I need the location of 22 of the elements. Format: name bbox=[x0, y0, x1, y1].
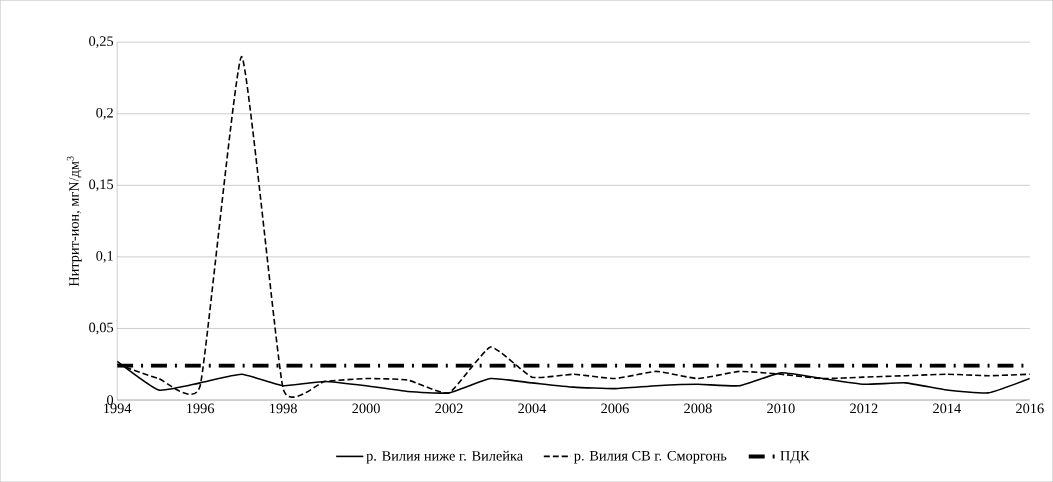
legend-label: ПДК bbox=[780, 450, 810, 464]
y-tick-label: 0 bbox=[107, 395, 114, 405]
x-tick-label: 2012 bbox=[850, 403, 878, 414]
y-tick-label: 0,05 bbox=[89, 322, 114, 335]
x-tick-label: 1996 bbox=[187, 403, 215, 414]
y-tick-label: 0,1 bbox=[96, 250, 113, 263]
x-tick-label: 2010 bbox=[767, 403, 795, 414]
y-tick-label: 0,25 bbox=[89, 36, 114, 48]
x-tick-label: 2000 bbox=[352, 403, 380, 414]
x-tick-label: 2006 bbox=[601, 403, 629, 414]
legend-label: р. Вилия ниже г. Вилейка bbox=[366, 450, 523, 464]
x-tick-label: 2014 bbox=[933, 403, 961, 414]
x-tick-label: 2004 bbox=[518, 403, 547, 414]
x-tick-label: 2008 bbox=[684, 403, 712, 414]
y-tick-label: 0,2 bbox=[96, 107, 113, 120]
x-tick-label: 2016 bbox=[1016, 403, 1044, 414]
x-tick-label: 1994 bbox=[104, 403, 132, 414]
x-tick-label: 1998 bbox=[270, 403, 297, 414]
y-tick-label: 0,15 bbox=[89, 179, 114, 192]
legend-label: р. Вилия СВ г. Сморгонь bbox=[574, 450, 727, 464]
x-tick-label: 2002 bbox=[435, 403, 463, 414]
y-axis-title: Нитрит-ион, мгN/дм$^{3}$ bbox=[66, 156, 82, 287]
